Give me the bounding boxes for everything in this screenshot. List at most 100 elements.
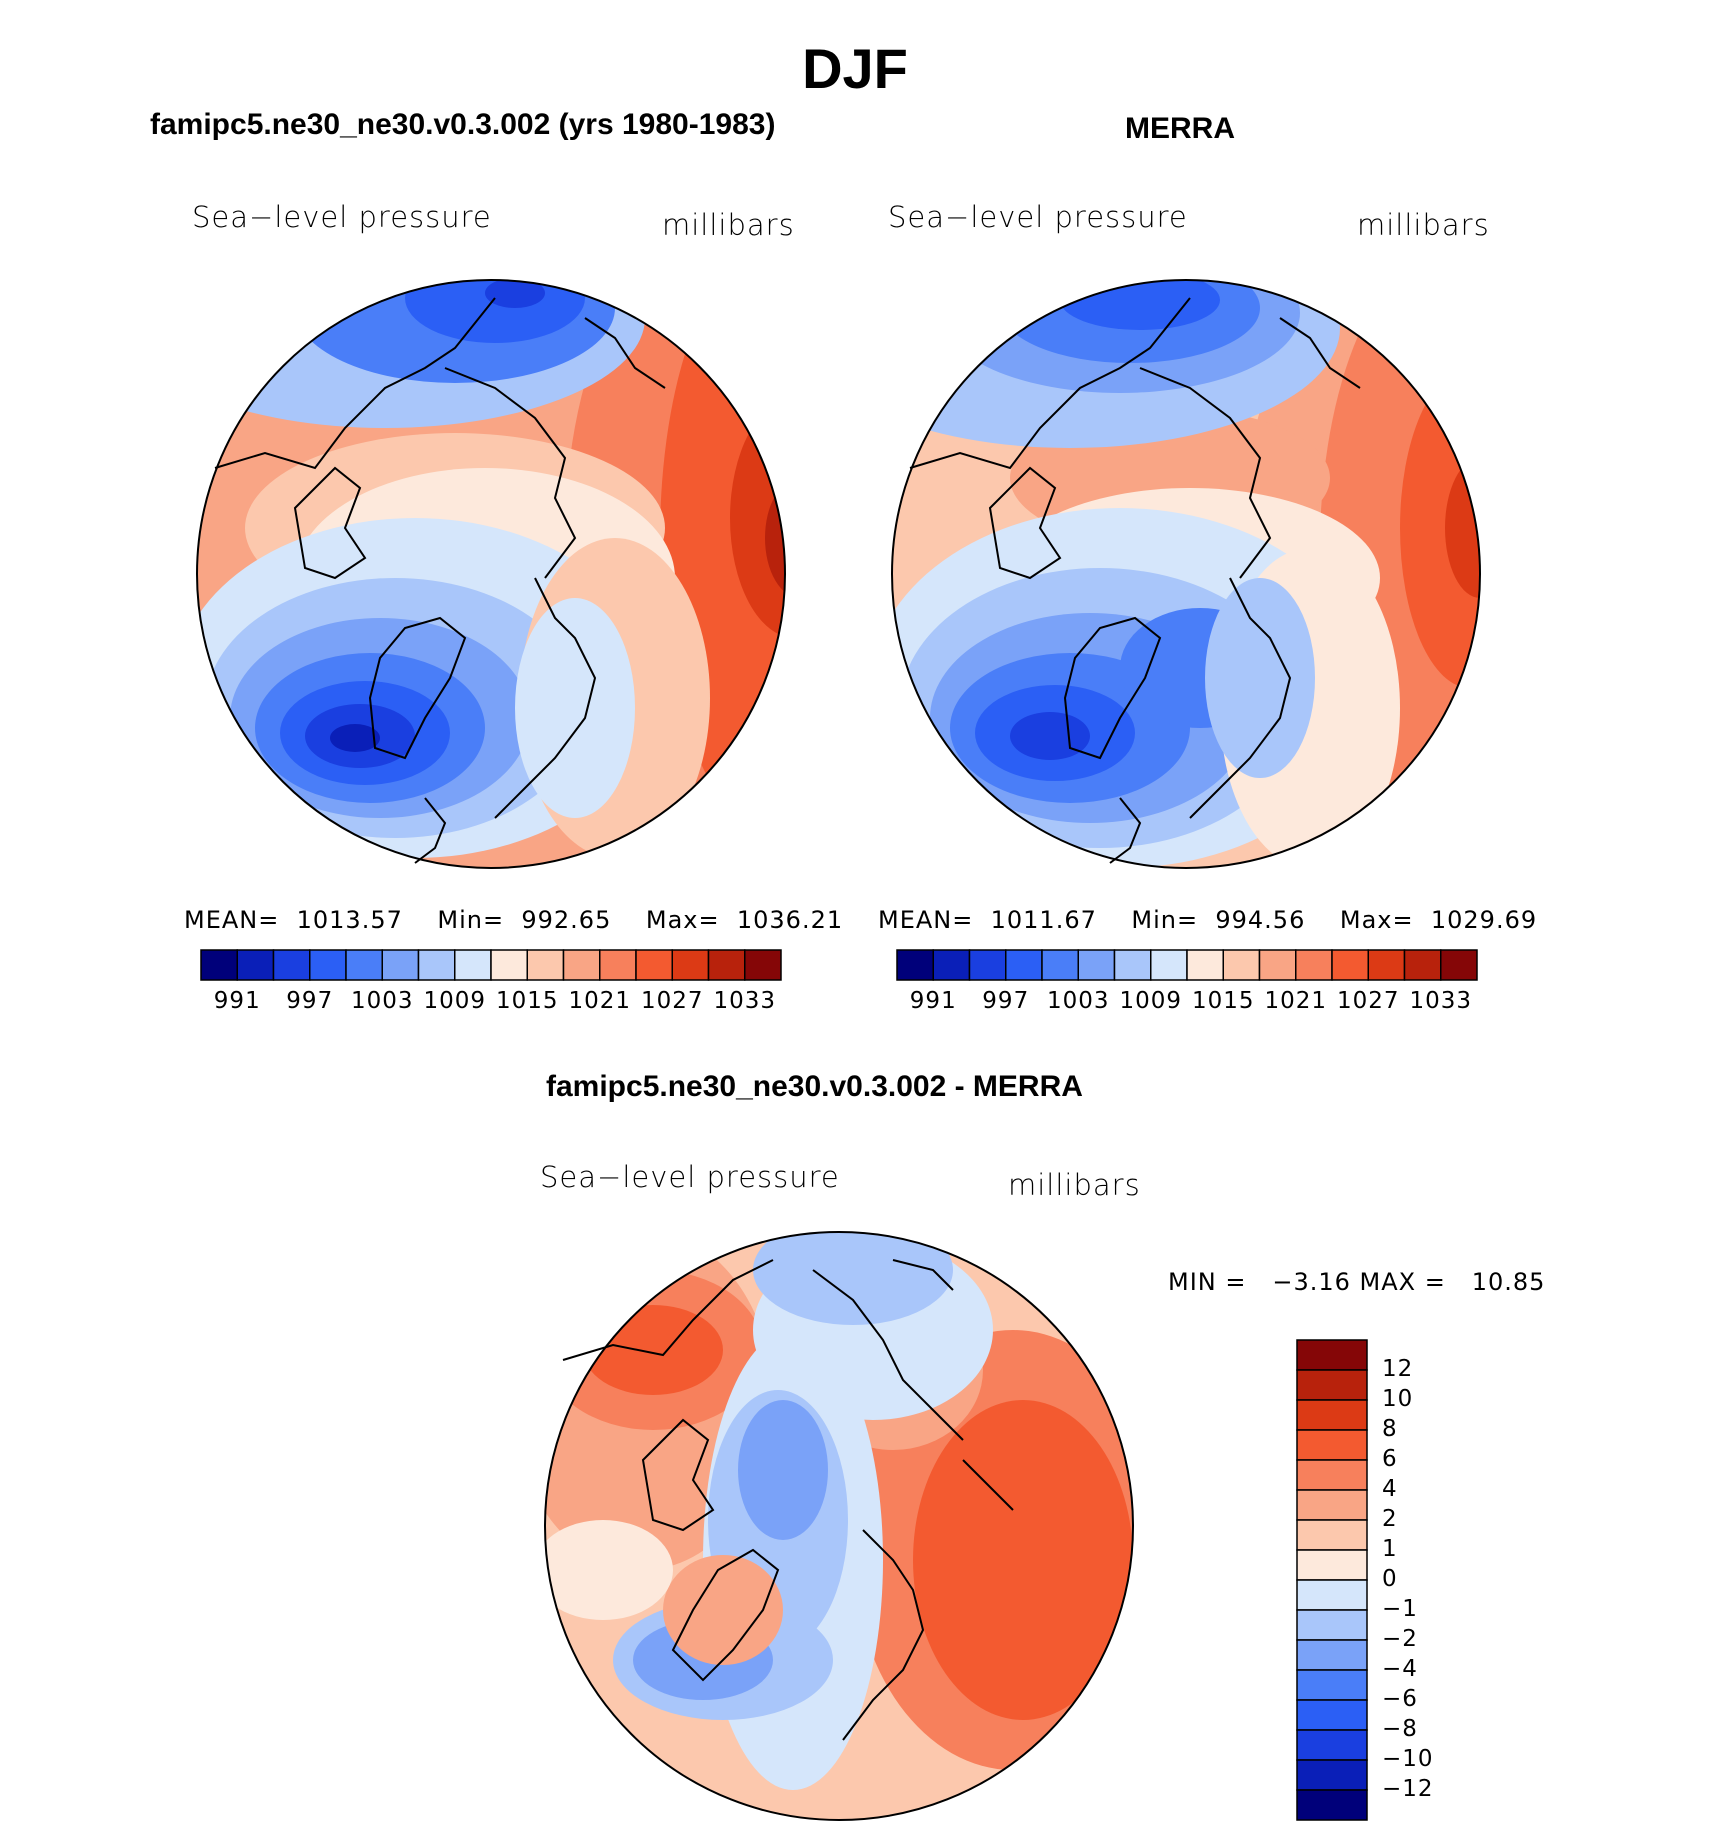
obs-colorbar-tick-label: 991 [909,988,957,1014]
model-map-border [196,279,786,869]
obs-colorbar-swatch [1222,949,1261,981]
obs-colorbar-tick-label: 1009 [1119,988,1183,1014]
obs-colorbar-tick-label: 1021 [1264,988,1328,1014]
model-max-value: 1036.21 [736,906,844,934]
obs-panel-title: MERRA [1125,112,1235,145]
diff-colorbar-swatch [1296,1549,1368,1581]
obs-mean-value: 1011.67 [990,906,1097,934]
model-colorbar-swatch [200,949,238,981]
diff-colorbar-tick-label: −12 [1382,1776,1434,1802]
obs-polar-map [891,279,1481,869]
diff-min-max-text: MIN = −3.16 MAX = 10.85 [1168,1268,1546,1296]
diff-colorbar-tick-label: 8 [1382,1416,1398,1442]
diff-colorbar-swatch [1296,1369,1368,1401]
obs-colorbar-swatch [1077,949,1116,981]
model-colorbar-swatch [309,949,347,981]
model-colorbar-tick-label: 1027 [640,988,704,1014]
model-colorbar [200,949,782,981]
diff-colorbar-tick-label: −2 [1382,1626,1418,1652]
diff-colorbar-tick-label: −1 [1382,1596,1418,1622]
diff-colorbar-tick-label: −8 [1382,1716,1418,1742]
diff-colorbar-tick-label: −10 [1382,1746,1434,1772]
model-colorbar-swatch [635,949,673,981]
model-stats: MEAN= 1013.57 Min= 992.65 Max= 1036.21 [184,906,843,934]
obs-colorbar-swatch [1150,949,1188,981]
model-colorbar-swatch [381,949,420,981]
page-title: DJF [802,37,908,100]
obs-colorbar-swatch [1258,949,1297,981]
diff-colorbar-tick-label: 0 [1382,1566,1398,1592]
model-colorbar-swatch [526,949,565,981]
obs-colorbar-swatch [896,949,934,981]
model-min-value: 992.65 [521,906,612,934]
obs-max-label: Max= [1339,906,1414,934]
model-colorbar-swatch [454,949,492,981]
obs-colorbar-swatch [1440,949,1478,981]
diff-colorbar-swatch [1296,1459,1368,1491]
obs-colorbar-swatch [1403,949,1442,981]
model-panel-title: famipc5.ne30_ne30.v0.3.002 (yrs 1980-198… [150,108,776,141]
model-colorbar-tick-label: 1015 [495,988,559,1014]
model-colorbar-tick-label: 997 [286,988,334,1014]
diff-colorbar-swatch [1296,1789,1368,1821]
diff-colorbar-ticks: 12 10 8 6 4 2 1 0 −1 −2 −4 −6 −8 −10 −12 [1382,1340,1502,1820]
obs-colorbar [896,949,1478,981]
model-colorbar-swatch [599,949,637,981]
diff-pressure-field [545,1232,1133,1820]
model-colorbar-swatch [562,949,601,981]
obs-colorbar-ticks: 991 997 1003 1009 1015 1021 1027 1033 [0,988,1710,1018]
diff-variable-label: Sea−level pressure [540,1160,840,1194]
model-colorbar-swatch [236,949,275,981]
obs-colorbar-tick-label: 1027 [1336,988,1400,1014]
obs-colorbar-tick-label: 1033 [1409,988,1473,1014]
diff-map-border [544,1231,1134,1821]
model-colorbar-tick-label: 1009 [423,988,487,1014]
diff-colorbar-swatch [1296,1489,1368,1521]
model-colorbar-swatch [345,949,383,981]
model-colorbar-swatch [707,949,746,981]
diff-panel-title: famipc5.ne30_ne30.v0.3.002 - MERRA [546,1070,1083,1103]
diff-colorbar-tick-label: 10 [1382,1386,1414,1412]
diff-colorbar-tick-label: 4 [1382,1476,1398,1502]
model-mean-value: 1013.57 [296,906,403,934]
obs-colorbar-tick-label: 1015 [1191,988,1255,1014]
obs-variable-label: Sea−level pressure [888,200,1188,234]
diff-colorbar-swatch [1296,1429,1368,1461]
diff-colorbar-tick-label: −4 [1382,1656,1418,1682]
diff-colorbar-swatch [1296,1519,1368,1551]
model-min-label: Min= [437,906,505,934]
model-polar-map [196,279,786,869]
obs-colorbar-swatch [932,949,971,981]
obs-colorbar-swatch [1005,949,1043,981]
diff-colorbar-tick-label: 12 [1382,1356,1414,1382]
model-colorbar-swatch [490,949,528,981]
obs-colorbar-swatch [1331,949,1369,981]
model-colorbar-swatch [671,949,710,981]
diff-colorbar-swatch [1296,1639,1368,1671]
model-pressure-field [197,280,785,868]
model-colorbar-swatch [417,949,456,981]
diff-units-label: millibars [1008,1168,1141,1202]
model-colorbar-tick-label: 1021 [568,988,632,1014]
diff-colorbar [1296,1339,1368,1821]
diff-colorbar-swatch [1296,1399,1368,1431]
model-max-label: Max= [645,906,720,934]
diff-colorbar-swatch [1296,1579,1368,1611]
obs-map-border [891,279,1481,869]
model-colorbar-ticks: 991 997 1003 1009 1015 1021 1027 1033 [0,988,1710,1018]
diff-colorbar-tick-label: 1 [1382,1536,1398,1562]
obs-pressure-field [892,280,1480,868]
model-coastlines [214,297,666,864]
diff-colorbar-swatch [1296,1729,1368,1761]
model-units-label: millibars [662,208,795,242]
diff-colorbar-swatch [1296,1609,1368,1641]
obs-colorbar-tick-label: 997 [982,988,1030,1014]
obs-coastlines [909,297,1361,864]
obs-units-label: millibars [1357,208,1490,242]
obs-min-value: 994.56 [1215,906,1306,934]
model-colorbar-swatch [744,949,782,981]
obs-colorbar-swatch [1186,949,1224,981]
diff-polar-map [544,1231,1134,1821]
model-variable-label: Sea−level pressure [192,200,492,234]
